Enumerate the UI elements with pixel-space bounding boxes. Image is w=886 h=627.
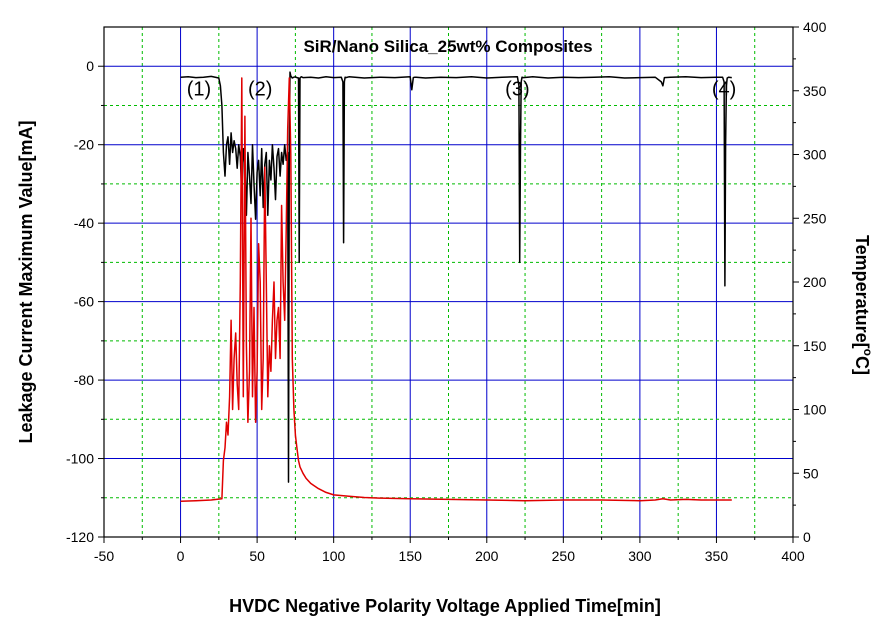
x-tick-label: 350 [705, 548, 729, 564]
x-tick-label: 300 [628, 548, 652, 564]
x-tick-label: 150 [399, 548, 423, 564]
x-tick-label: 50 [249, 548, 265, 564]
y2-axis-title-degree: o [861, 349, 875, 356]
y2-tick-label: 300 [803, 147, 827, 163]
y2-axis-title-unit: C] [852, 356, 872, 375]
event-marker-label: (4) [712, 79, 736, 101]
x-tick-label: 200 [475, 548, 499, 564]
y-axis-title: Leakage Current Maximum Value[mA] [16, 120, 36, 443]
series-layer [180, 71, 732, 503]
temperature-series-line [180, 77, 732, 503]
y-tick-label: 0 [86, 58, 94, 74]
x-tick-label: 100 [322, 548, 346, 564]
grid-layer [104, 27, 793, 537]
event-marker-label: (1) [187, 79, 211, 101]
y2-tick-label: 250 [803, 210, 827, 226]
y2-tick-label: 50 [803, 465, 819, 481]
y2-tick-label: 100 [803, 402, 827, 418]
x-tick-label: 0 [177, 548, 185, 564]
x-tick-label: -50 [94, 548, 114, 564]
y2-axis-title: Temperature[oC] [852, 235, 875, 375]
x-axis-title: HVDC Negative Polarity Voltage Applied T… [229, 596, 661, 616]
y-tick-label: -120 [66, 529, 94, 545]
y-tick-label: -20 [74, 137, 94, 153]
chart-title: SiR/Nano Silica_25wt% Composites [303, 37, 592, 56]
x-tick-label: 400 [781, 548, 805, 564]
annotation-layer: (1) (2) (3) (4) [187, 79, 737, 101]
y2-tick-label: 0 [803, 529, 811, 545]
y2-axis-title-main: Temperature[ [852, 235, 872, 349]
y-tick-label: -100 [66, 451, 94, 467]
y-tick-label: -80 [74, 372, 94, 388]
y2-tick-label: 200 [803, 274, 827, 290]
ticks-layer: -50 0 50 100 150 200 250 300 350 400 0 -20 -40 -60 -80… [66, 19, 827, 564]
y-tick-label: -60 [74, 294, 94, 310]
y2-tick-label: 400 [803, 19, 827, 35]
y2-tick-label: 350 [803, 83, 827, 99]
y2-tick-label: 150 [803, 338, 827, 354]
x-tick-label: 250 [552, 548, 576, 564]
y-tick-label: -40 [74, 215, 94, 231]
event-marker-label: (3) [505, 79, 529, 101]
event-marker-label: (2) [248, 79, 272, 101]
